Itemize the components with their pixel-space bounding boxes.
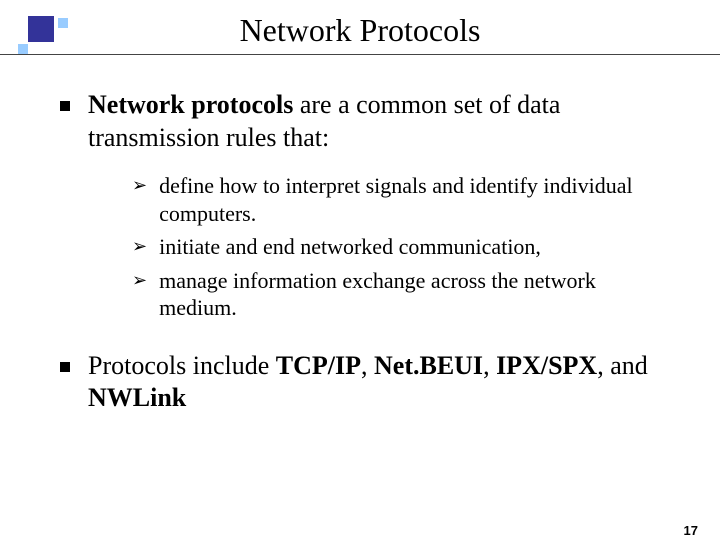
bullet-sep-1: , — [361, 351, 374, 380]
slide-content: Network protocols are a common set of da… — [60, 89, 660, 415]
bullet-bold-prefix: Network protocols — [88, 90, 293, 119]
square-bullet-icon — [60, 101, 70, 111]
decoration-square-small-2 — [58, 18, 68, 28]
sub-bullet-text: initiate and end networked communication… — [159, 233, 541, 261]
bullet-text: Network protocols are a common set of da… — [88, 89, 660, 154]
sub-bullet-list: ➢ define how to interpret signals and id… — [132, 172, 660, 322]
arrow-bullet-icon: ➢ — [132, 270, 147, 291]
bullet-sep-2: , — [483, 351, 496, 380]
bullet-bold-4: NWLink — [88, 383, 186, 412]
bullet-item: Network protocols are a common set of da… — [60, 89, 660, 154]
arrow-bullet-icon: ➢ — [132, 175, 147, 196]
decoration-square-small-1 — [18, 44, 28, 54]
bullet-text: Protocols include TCP/IP, Net.BEUI, IPX/… — [88, 350, 660, 415]
bullet-bold-2: Net.BEUI — [374, 351, 483, 380]
page-number: 17 — [684, 523, 698, 538]
decoration-horizontal-line — [0, 54, 720, 55]
arrow-bullet-icon: ➢ — [132, 236, 147, 257]
sub-bullet-text: define how to interpret signals and iden… — [159, 172, 660, 227]
decoration-square-large — [28, 16, 54, 42]
bullet-plain: Protocols include — [88, 351, 276, 380]
sub-bullet-item: ➢ initiate and end networked communicati… — [132, 233, 660, 261]
bullet-item: Protocols include TCP/IP, Net.BEUI, IPX/… — [60, 350, 660, 415]
square-bullet-icon — [60, 362, 70, 372]
corner-decoration — [0, 12, 120, 52]
sub-bullet-item: ➢ manage information exchange across the… — [132, 267, 660, 322]
bullet-bold-1: TCP/IP — [276, 351, 361, 380]
sub-bullet-item: ➢ define how to interpret signals and id… — [132, 172, 660, 227]
bullet-sep-3: , and — [597, 351, 648, 380]
sub-bullet-text: manage information exchange across the n… — [159, 267, 660, 322]
bullet-bold-3: IPX/SPX — [496, 351, 597, 380]
